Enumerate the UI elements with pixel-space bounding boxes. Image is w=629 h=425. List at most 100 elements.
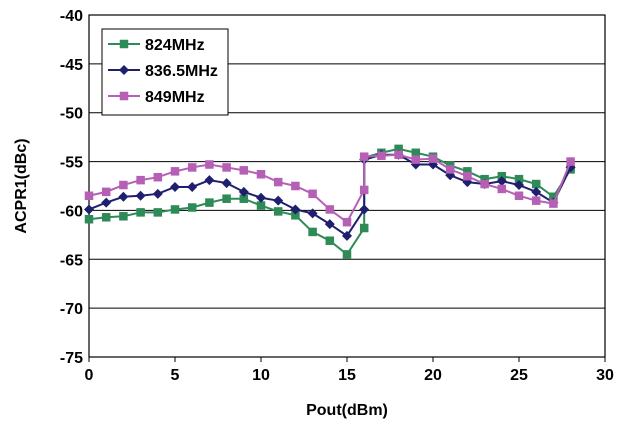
data-point — [239, 194, 249, 203]
x-tick-label: 30 — [596, 367, 614, 384]
x-axis-ticks: 0 5 10 15 20 25 30 — [85, 357, 614, 384]
data-point — [342, 230, 352, 241]
data-point — [342, 250, 352, 259]
data-point — [256, 201, 266, 210]
data-point — [549, 199, 558, 208]
data-point — [549, 192, 558, 201]
data-point — [205, 160, 214, 169]
data-point — [222, 194, 231, 203]
y-tick-label: -40 — [60, 8, 83, 25]
data-point — [153, 172, 163, 182]
data-point — [238, 186, 249, 197]
data-point — [325, 236, 335, 245]
data-point — [84, 204, 94, 215]
data-point — [394, 144, 403, 154]
y-tick-label: -70 — [60, 301, 83, 318]
data-point — [377, 151, 386, 160]
data-point — [187, 203, 197, 212]
data-point — [136, 175, 145, 185]
data-point — [411, 148, 421, 158]
data-point — [221, 178, 232, 189]
series-2 — [84, 150, 575, 227]
data-point — [531, 186, 542, 197]
data-point — [152, 188, 163, 199]
x-tick-label: 0 — [85, 367, 94, 384]
legend: 824MHz 836.5MHz 849MHz — [101, 28, 229, 116]
data-point — [170, 181, 180, 192]
x-tick-label: 20 — [424, 367, 442, 384]
data-point — [531, 196, 541, 205]
data-point — [118, 191, 129, 202]
y-tick-label: -45 — [60, 57, 83, 74]
data-point — [101, 187, 111, 197]
data-point — [170, 167, 180, 176]
x-axis-title: Pout(dBm) — [306, 402, 388, 419]
x-tick-label: 10 — [252, 367, 270, 384]
data-point — [256, 192, 266, 203]
legend-label: 849MHz — [145, 89, 205, 106]
data-point — [135, 190, 146, 201]
data-point — [359, 185, 369, 195]
data-point — [136, 208, 145, 217]
y-tick-label: -60 — [60, 203, 83, 220]
data-point — [222, 163, 231, 172]
data-point — [119, 180, 128, 190]
y-tick-label: -75 — [60, 350, 83, 367]
data-point — [290, 204, 301, 215]
data-point — [514, 191, 524, 201]
legend-label: 824MHz — [145, 37, 205, 54]
data-point — [273, 207, 283, 216]
data-point — [239, 166, 249, 175]
data-point — [394, 150, 403, 159]
legend-label: 836.5MHz — [145, 63, 218, 80]
x-tick-label: 5 — [171, 367, 180, 384]
y-tick-label: -50 — [60, 106, 83, 123]
data-point — [308, 227, 317, 237]
legend-marker — [119, 91, 129, 101]
data-point — [170, 205, 180, 214]
data-point — [359, 223, 369, 233]
data-point — [101, 197, 112, 208]
legend-marker — [119, 65, 129, 75]
data-point — [342, 217, 352, 227]
data-point — [445, 165, 455, 174]
data-point — [496, 176, 507, 187]
y-tick-label: -65 — [60, 252, 83, 269]
data-point — [256, 170, 266, 179]
data-point — [307, 208, 318, 219]
x-tick-label: 15 — [338, 367, 356, 384]
data-point — [291, 211, 300, 220]
data-point — [291, 181, 300, 191]
y-axis-ticks: -40 -45 -50 -55 -60 -65 -70 -75 — [60, 8, 83, 367]
legend-marker — [119, 39, 129, 49]
data-point — [205, 198, 214, 207]
data-point — [428, 154, 438, 163]
x-tick-label: 25 — [510, 367, 528, 384]
series-lines — [84, 144, 576, 259]
data-point — [514, 174, 524, 184]
data-point — [359, 204, 370, 215]
data-point — [187, 163, 197, 172]
data-point — [273, 195, 284, 206]
data-point — [463, 171, 472, 181]
data-point — [308, 189, 317, 199]
data-point — [531, 179, 541, 189]
y-tick-label: -55 — [60, 155, 83, 172]
data-point — [204, 175, 215, 186]
data-point — [480, 179, 489, 189]
data-point — [324, 219, 335, 230]
data-point — [273, 177, 283, 187]
data-point — [84, 214, 94, 224]
data-point — [325, 205, 335, 214]
data-point — [153, 208, 163, 217]
data-point — [187, 181, 198, 192]
data-point — [359, 152, 369, 161]
y-axis-title: ACPR1(dBc) — [13, 138, 30, 233]
data-point — [119, 212, 128, 221]
data-point — [84, 191, 94, 201]
data-point — [101, 213, 111, 222]
data-point — [514, 180, 524, 191]
data-point — [497, 184, 507, 194]
data-point — [411, 155, 421, 164]
